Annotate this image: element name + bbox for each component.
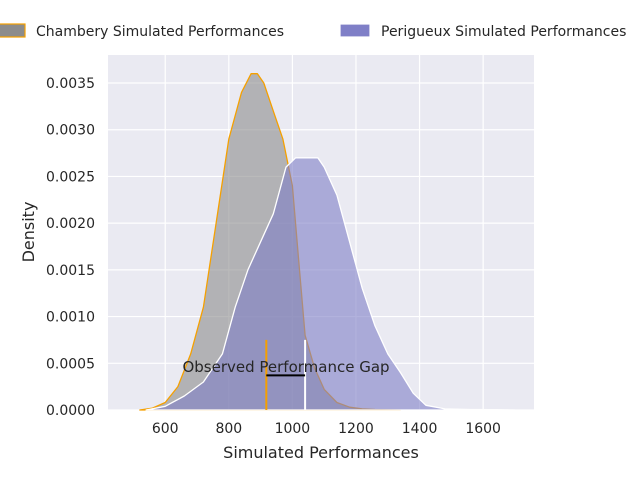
y-tick-label: 0.0005	[46, 356, 95, 372]
y-tick-label: 0.0020	[46, 216, 95, 232]
x-tick-label: 1600	[465, 421, 501, 437]
perigueux-density-area	[145, 157, 516, 411]
legend: Chambery Simulated Performances Perigueu…	[0, 23, 626, 40]
density-areas	[139, 73, 516, 411]
x-tick-label: 1200	[338, 421, 374, 437]
x-tick-label: 600	[152, 421, 179, 437]
y-tick-label: 0.0025	[46, 169, 95, 185]
x-tick-label: 800	[215, 421, 242, 437]
y-tick-label: 0.0000	[46, 403, 95, 419]
x-tick-labels: 600 800 1000 1200 1400 1600	[152, 421, 501, 437]
observed-markers	[265, 339, 307, 410]
legend-swatch-perigueux	[339, 23, 371, 38]
y-tick-label: 0.0015	[46, 263, 95, 279]
x-tick-label: 1000	[275, 421, 311, 437]
y-tick-label: 0.0010	[46, 310, 95, 326]
legend-label-chambery: Chambery Simulated Performances	[36, 24, 284, 40]
y-tick-label: 0.0030	[46, 123, 95, 139]
y-tick-labels: 0.0000 0.0005 0.0010 0.0015 0.0020 0.0025 0.00…	[46, 76, 95, 419]
legend-label-perigueux: Perigueux Simulated Performances	[381, 24, 626, 40]
y-axis-label: Density	[19, 202, 38, 263]
x-axis-label: Simulated Performances	[223, 443, 419, 462]
y-tick-label: 0.0035	[46, 76, 95, 92]
x-tick-label: 1400	[402, 421, 438, 437]
gap-annotation: Observed Performance Gap	[182, 358, 389, 376]
legend-swatch-chambery	[0, 23, 26, 38]
